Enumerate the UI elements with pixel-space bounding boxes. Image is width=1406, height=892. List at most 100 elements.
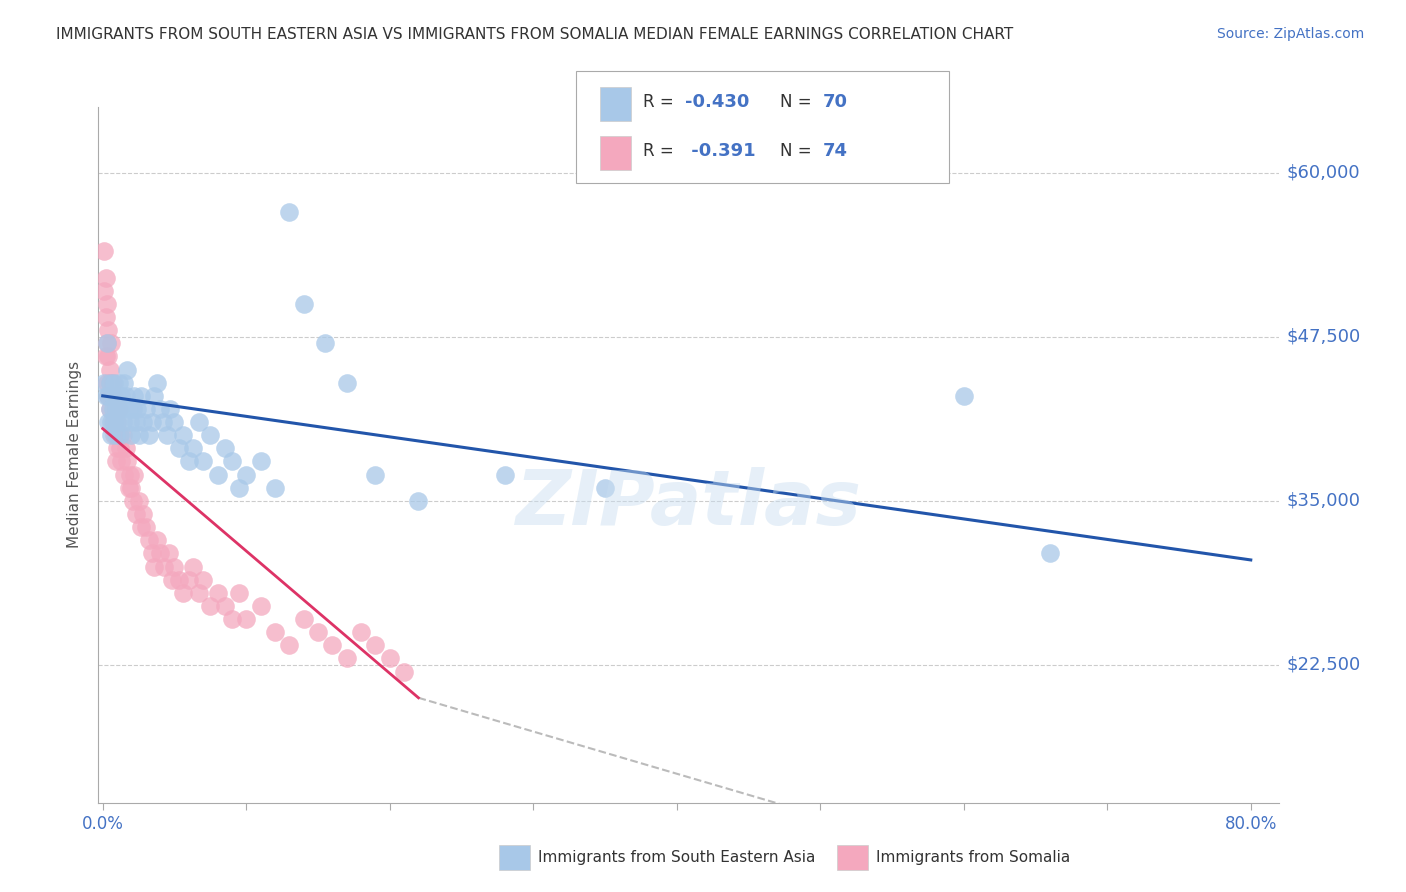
Point <box>118 415 141 429</box>
Point <box>160 573 183 587</box>
Point <box>100 336 122 351</box>
Point <box>163 559 186 574</box>
Text: $22,500: $22,500 <box>1286 656 1361 674</box>
Point <box>117 481 139 495</box>
Point <box>221 454 243 468</box>
Text: R =: R = <box>643 143 679 161</box>
Point <box>107 376 129 390</box>
Point <box>98 376 121 390</box>
Text: IMMIGRANTS FROM SOUTH EASTERN ASIA VS IMMIGRANTS FROM SOMALIA MEDIAN FEMALE EARN: IMMIGRANTS FROM SOUTH EASTERN ASIA VS IM… <box>56 27 1014 42</box>
Point <box>96 336 118 351</box>
Point <box>125 415 148 429</box>
Point <box>107 401 129 416</box>
Point <box>101 389 124 403</box>
Point <box>193 454 215 468</box>
Point <box>593 481 616 495</box>
Point <box>321 638 343 652</box>
Text: Immigrants from Somalia: Immigrants from Somalia <box>876 850 1070 864</box>
Point <box>115 362 138 376</box>
Point <box>108 442 131 456</box>
Point <box>104 401 127 416</box>
Point <box>96 336 118 351</box>
Point <box>146 376 169 390</box>
Point <box>94 310 117 324</box>
Point <box>167 442 190 456</box>
Text: R =: R = <box>643 93 679 112</box>
Point <box>135 401 157 416</box>
Point <box>292 612 315 626</box>
Text: Source: ZipAtlas.com: Source: ZipAtlas.com <box>1216 27 1364 41</box>
Point <box>110 454 132 468</box>
Point <box>132 507 155 521</box>
Point <box>101 401 124 416</box>
Point <box>97 389 120 403</box>
Point <box>104 428 127 442</box>
Point <box>200 599 222 613</box>
Point <box>97 415 120 429</box>
Point <box>235 467 257 482</box>
Point <box>249 454 271 468</box>
Point <box>93 244 115 259</box>
Point <box>378 651 401 665</box>
Point <box>120 428 142 442</box>
Point <box>364 467 387 482</box>
Point <box>177 573 200 587</box>
Text: -0.430: -0.430 <box>685 93 749 112</box>
Text: -0.391: -0.391 <box>685 143 755 161</box>
Point <box>181 559 204 574</box>
Text: 70: 70 <box>823 93 848 112</box>
Point <box>103 415 125 429</box>
Text: $35,000: $35,000 <box>1286 491 1361 510</box>
Point <box>98 401 121 416</box>
Point <box>124 467 146 482</box>
Point <box>207 586 229 600</box>
Point <box>127 401 149 416</box>
Point <box>952 389 974 403</box>
Point <box>108 428 131 442</box>
Point <box>131 389 153 403</box>
Point <box>93 376 115 390</box>
Point <box>264 625 287 640</box>
Point <box>193 573 215 587</box>
Point <box>125 507 148 521</box>
Point <box>104 401 127 416</box>
Point <box>132 415 155 429</box>
Point <box>96 297 118 311</box>
Point <box>128 494 150 508</box>
Point <box>115 454 138 468</box>
Point <box>157 546 180 560</box>
Point <box>143 389 166 403</box>
Point <box>200 428 222 442</box>
Point <box>228 481 250 495</box>
Point <box>235 612 257 626</box>
Point <box>97 350 120 364</box>
Point <box>181 442 204 456</box>
Point <box>101 376 124 390</box>
Point <box>101 415 124 429</box>
Point <box>336 651 359 665</box>
Point <box>163 415 186 429</box>
Point <box>108 401 131 416</box>
Point <box>228 586 250 600</box>
Point <box>105 442 128 456</box>
Point <box>112 467 135 482</box>
Text: N =: N = <box>780 143 817 161</box>
Point <box>98 401 121 416</box>
Point <box>167 573 190 587</box>
Point <box>408 494 430 508</box>
Point <box>103 389 125 403</box>
Point <box>118 467 141 482</box>
Point <box>93 284 115 298</box>
Point <box>307 625 329 640</box>
Point <box>114 442 136 456</box>
Text: $47,500: $47,500 <box>1286 327 1361 346</box>
Point <box>221 612 243 626</box>
Point <box>131 520 153 534</box>
Point <box>97 389 120 403</box>
Point <box>172 586 194 600</box>
Point <box>107 401 129 416</box>
Point <box>156 428 179 442</box>
Point <box>138 533 160 548</box>
Point <box>177 454 200 468</box>
Point <box>121 494 143 508</box>
